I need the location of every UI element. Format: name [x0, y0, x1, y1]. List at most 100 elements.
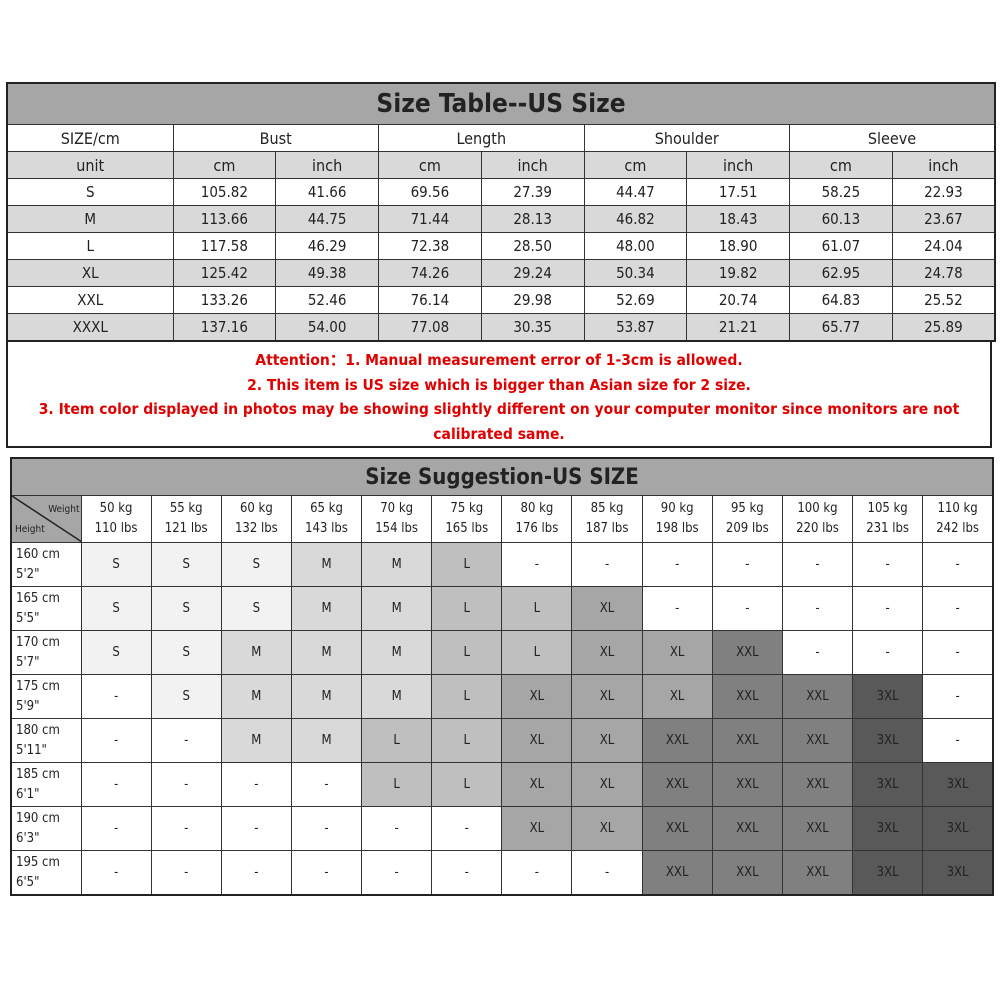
weight-lbs: 187 lbs: [585, 521, 629, 536]
size-suggestion-cell: L: [431, 630, 503, 675]
unit-header: cm: [378, 151, 482, 179]
size-suggestion-cell: L: [431, 542, 503, 587]
size-suggestion-cell: XXL: [711, 630, 783, 675]
column-header: Shoulder: [583, 124, 790, 152]
size-suggestion-cell: XXL: [641, 806, 713, 851]
table-row: L 117.58 46.29 72.38 28.50 48.00 18.90 61.07 24.…: [6, 232, 996, 260]
size-suggestion-cell: L: [361, 718, 433, 763]
measurement-cell: 137.16: [172, 313, 277, 342]
weight-header: 100 kg 220 lbs: [781, 495, 854, 543]
measurement-cell: 60.13: [789, 205, 893, 233]
size-suggestion-cell: XL: [571, 586, 643, 631]
measurement-cell: 62.95: [789, 259, 893, 287]
measurement-cell: 64.83: [789, 286, 893, 314]
size-suggestion-cell: M: [361, 586, 433, 631]
weight-header: 65 kg 143 lbs: [290, 495, 363, 543]
measurement-cell: 105.82: [172, 178, 277, 206]
measurement-cell: 48.00: [583, 232, 688, 260]
measurement-cell: 77.08: [378, 313, 482, 342]
size-suggestion-cell: M: [290, 542, 363, 587]
title-row: Size Table--US Size: [6, 82, 996, 125]
size-suggestion-cell: 3XL: [922, 762, 994, 807]
unit-header: cm: [172, 151, 277, 179]
size-suggestion-cell: S: [220, 542, 292, 587]
height-header: 170 cm 5'7": [10, 630, 82, 675]
measurement-cell: 65.77: [789, 313, 893, 342]
size-label: M: [6, 205, 174, 233]
size-suggestion-cell: XXL: [641, 762, 713, 807]
size-suggestion-cell: XL: [571, 674, 643, 719]
unit-header: inch: [480, 151, 585, 179]
size-suggestion-cell: -: [852, 630, 924, 675]
size-suggestion-cell: XL: [501, 674, 573, 719]
measurement-cell: 17.51: [686, 178, 790, 206]
measurement-cell: 29.24: [480, 259, 585, 287]
size-suggestion-cell: -: [80, 806, 152, 851]
size-suggestion-cell: M: [290, 718, 363, 763]
unit-header: cm: [789, 151, 893, 179]
weight-header: 80 kg 176 lbs: [501, 495, 573, 543]
size-suggestion-cell: L: [501, 586, 573, 631]
weight-lbs: 121 lbs: [164, 521, 208, 536]
size-suggestion-cell: -: [80, 762, 152, 807]
weight-header: 105 kg 231 lbs: [852, 495, 924, 543]
size-suggestion-cell: -: [711, 542, 783, 587]
size-suggestion-cell: M: [220, 630, 292, 675]
height-header: 165 cm 5'5": [10, 586, 82, 631]
size-label: XXXL: [6, 313, 174, 342]
weight-lbs: 143 lbs: [305, 521, 348, 536]
weight-lbs: 198 lbs: [655, 521, 699, 536]
size-suggestion-cell: L: [431, 762, 503, 807]
height-row: 170 cm 5'7" S S M M M L L XL XL XXL - - -: [10, 630, 994, 675]
weight-header: 55 kg 121 lbs: [150, 495, 222, 543]
height-ft: 6'3": [16, 830, 40, 846]
weight-header: 70 kg 154 lbs: [361, 495, 433, 543]
measurement-cell: 25.89: [891, 313, 996, 342]
size-suggestion-cell: S: [80, 586, 152, 631]
height-header: 190 cm 6'3": [10, 806, 82, 851]
size-suggestion-cell: 3XL: [852, 806, 924, 851]
weight-kg: 75 kg: [450, 501, 484, 516]
height-row: 160 cm 5'2" S S S M M L - - - - - - -: [10, 542, 994, 587]
size-suggestion-cell: M: [220, 674, 292, 719]
height-row: 165 cm 5'5" S S S M M L L XL - - - - -: [10, 586, 994, 631]
height-header: 180 cm 5'11": [10, 718, 82, 763]
size-suggestion-cell: -: [711, 586, 783, 631]
measurement-cell: 18.90: [686, 232, 790, 260]
measurement-cell: 46.29: [275, 232, 379, 260]
size-suggestion-cell: -: [150, 850, 222, 896]
corner-weight-label: Weight: [48, 504, 80, 515]
size-suggestion-cell: -: [781, 586, 854, 631]
height-header: 160 cm 5'2": [10, 542, 82, 587]
unit-header: inch: [891, 151, 996, 179]
size-suggestion-cell: XL: [501, 762, 573, 807]
measurement-cell: 20.74: [686, 286, 790, 314]
size-suggestion-cell: XXL: [711, 850, 783, 896]
height-ft: 5'2": [16, 566, 40, 582]
weight-lbs: 154 lbs: [375, 521, 419, 536]
measurement-cell: 72.38: [378, 232, 482, 260]
measurement-cell: 21.21: [686, 313, 790, 342]
size-suggestion-cell: -: [290, 850, 363, 896]
weight-header: 85 kg 187 lbs: [571, 495, 643, 543]
size-suggestion-cell: XXL: [781, 850, 854, 896]
weight-kg: 65 kg: [310, 501, 343, 516]
size-suggestion-cell: -: [852, 542, 924, 587]
size-suggestion-cell: 3XL: [922, 850, 994, 896]
size-suggestion-cell: -: [150, 718, 222, 763]
size-suggestion-cell: -: [571, 542, 643, 587]
size-suggestion-cell: XL: [641, 674, 713, 719]
size-suggestion-cell: S: [150, 630, 222, 675]
measurement-cell: 28.50: [480, 232, 585, 260]
weight-kg: 60 kg: [239, 501, 273, 516]
measurement-cell: 22.93: [891, 178, 996, 206]
size-suggestion-cell: L: [501, 630, 573, 675]
column-header: Length: [378, 124, 585, 152]
height-cm: 160 cm: [16, 546, 60, 562]
size-suggestion-cell: -: [431, 806, 503, 851]
size-suggestion-cell: XL: [571, 630, 643, 675]
size-suggestion-cell: M: [290, 630, 363, 675]
measurement-cell: 74.26: [378, 259, 482, 287]
weight-kg: 55 kg: [169, 501, 203, 516]
size-suggestion-cell: XL: [571, 718, 643, 763]
